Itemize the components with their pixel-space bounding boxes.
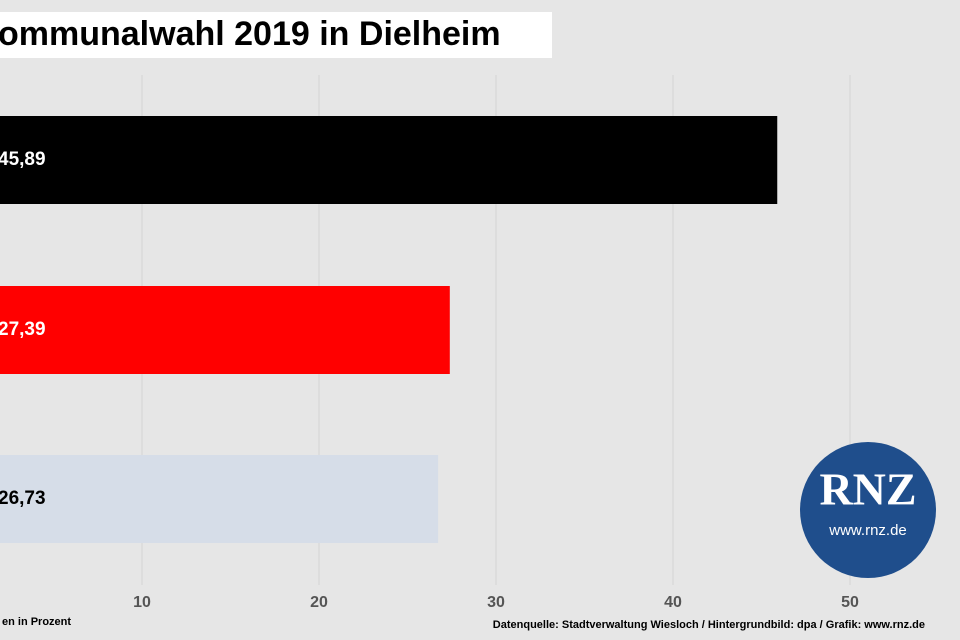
value-label: 26,73 [0, 488, 46, 509]
x-tick-label: 50 [841, 594, 859, 611]
x-tick-label: 40 [664, 594, 682, 611]
axis-note: en in Prozent [2, 616, 71, 628]
bar [0, 116, 778, 204]
logo-circle [800, 442, 936, 578]
logo: RNZ www.rnz.de [800, 442, 936, 578]
logo-url: www.rnz.de [828, 522, 907, 539]
logo-text: RNZ [819, 464, 916, 515]
x-tick-label: 20 [310, 594, 328, 611]
title-box [0, 12, 552, 58]
source: Datenquelle: Stadtverwaltung Wiesloch / … [493, 619, 925, 631]
value-label: 27,39 [0, 319, 46, 340]
bar [0, 455, 439, 543]
value-label: 45,89 [0, 149, 46, 170]
chart-title: ommunalwahl 2019 in Dielheim [0, 15, 501, 53]
x-tick-label: 10 [133, 594, 151, 611]
bar [0, 286, 450, 374]
x-tick-label: 30 [487, 594, 505, 611]
